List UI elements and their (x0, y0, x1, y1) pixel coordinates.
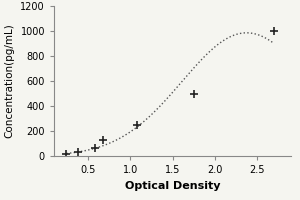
Y-axis label: Concentration(pg/mL): Concentration(pg/mL) (5, 24, 15, 138)
X-axis label: Optical Density: Optical Density (125, 181, 220, 191)
